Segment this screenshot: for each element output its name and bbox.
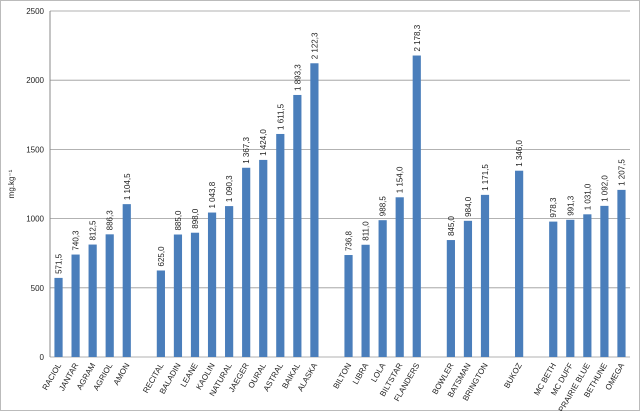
bar [276, 133, 285, 357]
value-label: 1 090,3 [225, 175, 234, 202]
bar [225, 206, 234, 357]
bar [71, 254, 80, 357]
value-label: 886,3 [106, 210, 115, 231]
y-tick-label: 1500 [26, 145, 44, 154]
bar [156, 270, 165, 357]
bar [54, 277, 63, 357]
bar [361, 244, 370, 357]
value-label: 740,3 [72, 230, 81, 251]
value-label: 625,0 [157, 246, 166, 267]
bar [105, 234, 114, 357]
y-tick-label: 2000 [26, 76, 44, 85]
value-label: 1 031,0 [583, 183, 592, 210]
value-label: 1 346,0 [515, 139, 524, 166]
bar [207, 212, 217, 357]
bar [480, 194, 490, 357]
value-label: 2 178,3 [413, 24, 422, 51]
value-label: 1 367,3 [242, 137, 251, 164]
value-label: 811,0 [362, 221, 371, 241]
value-label: 984,0 [464, 196, 473, 217]
bar [190, 232, 200, 357]
value-label: 1 171,5 [481, 164, 490, 191]
y-tick-label: 1000 [26, 215, 44, 224]
value-label: 1 043,8 [208, 181, 217, 208]
value-label: 2 122,3 [310, 32, 319, 59]
value-label: 1 104,5 [123, 173, 132, 200]
bar [617, 189, 626, 357]
value-label: 571,5 [55, 253, 64, 274]
value-label: 898,0 [191, 208, 200, 229]
value-label: 1 207,5 [617, 159, 626, 186]
bar [378, 220, 387, 357]
bar [515, 170, 524, 357]
value-label: 845,0 [447, 215, 456, 236]
bar [412, 55, 421, 357]
bar [122, 204, 131, 357]
bar [88, 244, 97, 357]
bar [463, 220, 473, 357]
bar [549, 221, 558, 357]
bar [310, 63, 319, 357]
value-label: 812,5 [89, 220, 98, 241]
bar [566, 219, 575, 357]
y-tick-label: 2500 [26, 7, 44, 16]
value-label: 991,3 [566, 195, 575, 216]
bar [446, 240, 455, 357]
bar [173, 234, 183, 357]
value-label: 1 424,0 [259, 129, 268, 156]
y-tick-label: 500 [31, 284, 45, 293]
bar [600, 205, 609, 357]
bar [293, 94, 302, 357]
value-label: 736,8 [345, 230, 354, 251]
y-tick-label: 0 [40, 353, 45, 362]
y-axis-title: mg.kg⁻¹ [7, 169, 16, 198]
bar [583, 214, 592, 357]
value-label: 1 893,3 [293, 64, 302, 91]
value-label: 1 154,0 [396, 166, 405, 193]
bar [344, 255, 353, 357]
value-label: 885,0 [174, 210, 183, 231]
bar [242, 167, 251, 357]
value-label: 1 092,0 [600, 175, 609, 202]
value-label: 978,3 [549, 197, 558, 218]
bar [395, 197, 404, 357]
bar [259, 159, 268, 357]
value-label: 1 611,5 [276, 103, 285, 130]
value-label: 988,5 [379, 196, 388, 217]
